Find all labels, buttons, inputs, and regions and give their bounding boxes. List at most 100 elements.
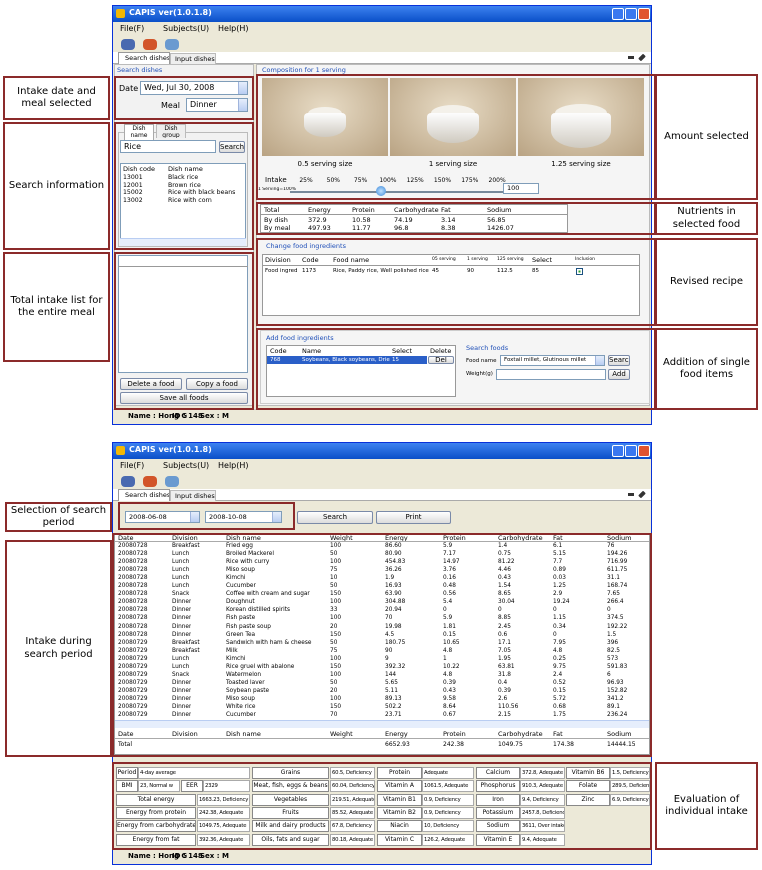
eval-value: 0.9, Deficiency [422,806,474,819]
cell: 0.16 [443,575,456,582]
column-header: Name [302,347,322,355]
print-button[interactable]: Print [376,511,451,524]
search-button[interactable]: Search [297,511,373,524]
cell: 15 [392,357,399,363]
panel-title: Change food ingredients [266,242,346,250]
save-button[interactable]: Save all foods [120,392,248,404]
weight-input[interactable] [496,369,606,380]
cell: 74.19 [394,216,413,224]
header-divider [115,738,649,739]
eval-value: 85.52, Adequate [330,806,375,819]
dropdown-arrow [272,512,281,522]
highlight-box [114,252,254,410]
total-label: Total [118,741,133,748]
food-select[interactable]: Foxtail millet, Glutinous millet [500,355,605,366]
minimize-button[interactable] [612,445,624,457]
toolbar-icon[interactable] [143,39,157,50]
cell: 8.38 [441,224,456,232]
cell: 90 [385,647,393,654]
cell: Kimchi [226,655,246,662]
menu-item[interactable]: Subjects(U) [163,461,210,470]
cell: 15002 [123,189,143,197]
maximize-button[interactable] [625,8,637,20]
cell: By meal [264,224,291,232]
date-from[interactable]: 2008-06-08 [125,511,200,523]
toolbar-icon[interactable] [165,476,179,487]
annotation: Total intake list for the entire meal [3,252,110,362]
date-to[interactable]: 2008-10-08 [205,511,282,523]
minimize-button[interactable] [612,8,624,20]
toolbar-icon[interactable] [121,39,135,50]
cell: Dinner [172,607,192,614]
cell: Dinner [172,687,192,694]
cell: Sandwich with ham & cheese [226,639,312,646]
menu-item[interactable]: Help(H) [218,24,249,33]
slider-knob[interactable] [376,186,386,196]
cell: Lunch [172,575,190,582]
column-header: Sodium [487,206,512,214]
tab[interactable]: Search dishes [118,489,170,501]
delete-button[interactable]: Del [428,356,454,364]
toolbar-icon[interactable] [121,476,135,487]
cell: Rice with black beans [168,189,236,197]
maximize-button[interactable] [625,445,637,457]
menu-item[interactable]: Help(H) [218,461,249,470]
column-header: Date [118,730,134,738]
cell: 8.64 [443,704,456,710]
close-button[interactable] [638,8,650,20]
annotation: Selection of search period [5,502,112,532]
percent-label: 150% [433,177,452,184]
tab[interactable]: Input dishes [170,53,216,64]
column-header: Delete [430,347,452,355]
eval-label: Energy from fat [116,833,196,846]
cell: 6 [607,671,611,678]
cell: 100 [330,695,342,702]
search-button[interactable]: Search [219,141,245,153]
cell: 31.8 [498,671,511,678]
highlight-box [256,328,656,410]
menu-item[interactable]: Subjects(U) [163,24,210,33]
date-select[interactable]: Wed, Jul 30, 2008 [140,81,248,95]
meal-select[interactable]: Dinner [186,98,248,112]
cell: 20080729 [118,647,148,654]
cell: 45 [432,268,439,274]
cell: 5.9 [443,543,453,549]
eval-value: 60.5, Deficiency [330,767,375,779]
cell: 85 [532,268,539,274]
copy-button[interactable]: Copy a food [186,378,248,390]
cell: Breakfast [172,647,200,654]
cell: 0.48 [443,583,456,590]
annotation: Revised recipe [655,238,758,326]
toolbar-icon[interactable] [143,476,157,487]
toolbar-icon[interactable] [165,39,179,50]
total-cell: 14444.15 [607,741,636,748]
menu-item[interactable]: File(F) [120,24,145,33]
add-button[interactable]: Add [608,369,630,380]
close-button[interactable] [638,445,650,457]
app-icon [116,9,125,18]
cell: Dinner [172,695,192,702]
cell: 20080728 [118,567,148,574]
eval-value: 1061.5, Adequate [422,780,474,793]
cell: 192.22 [607,623,628,630]
search-tab[interactable]: Dish group [156,124,186,138]
search-input[interactable]: Rice [120,140,216,153]
cell: 20080728 [118,599,148,606]
cell: Breakfast [172,639,200,646]
tab[interactable]: Input dishes [170,490,216,501]
search-tab[interactable]: Dish name [124,124,154,140]
cell: Lunch [172,567,190,574]
percent-label: 25% [299,177,313,184]
menu-item[interactable]: File(F) [120,461,145,470]
eval-label: Protein [377,767,422,779]
tab[interactable]: Search dishes [118,52,170,64]
eval-label: EER [181,780,203,793]
eval-value: 10, Deficiency [422,820,474,833]
delete-button[interactable]: Delete a food [120,378,182,390]
cell: 20080729 [118,655,148,662]
cell: By dish [264,216,288,224]
inclusion-checkbox[interactable] [576,268,583,275]
annotation: Search information [3,122,110,250]
food-search-button[interactable]: Search [608,355,630,366]
slider-input[interactable]: 100 [503,183,539,194]
